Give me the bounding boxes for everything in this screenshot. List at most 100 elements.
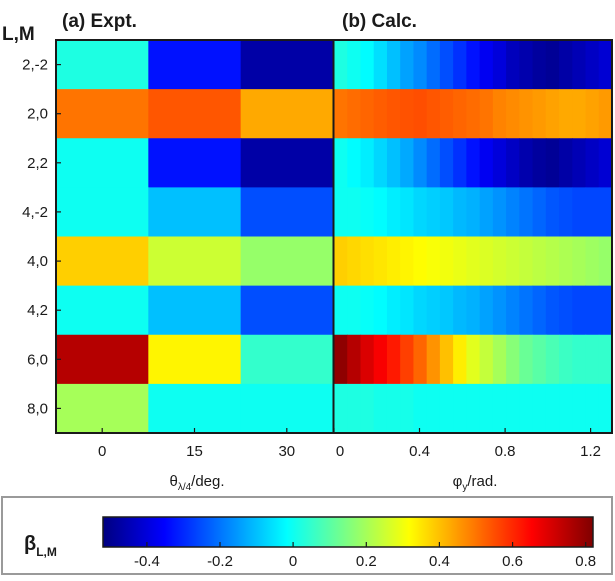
row-label: 6,0 bbox=[27, 351, 48, 368]
panel-b-cell bbox=[453, 236, 467, 287]
panel-b-cell bbox=[334, 383, 348, 434]
panel-b-cell bbox=[334, 187, 348, 238]
panel-b-cell bbox=[492, 334, 507, 385]
panel-a-cell bbox=[240, 138, 334, 188]
panel-b-cell bbox=[400, 236, 415, 287]
panel-b-cell bbox=[506, 40, 520, 90]
panel-b-cell bbox=[413, 236, 428, 287]
panel-b-cell bbox=[373, 40, 388, 90]
panel-b-cell bbox=[572, 383, 587, 434]
panel-a-cell bbox=[148, 334, 242, 385]
panel-b-cell bbox=[532, 334, 547, 385]
panel-b-cell bbox=[519, 334, 534, 385]
panel-b-cell bbox=[426, 187, 441, 238]
panel-b-cell bbox=[386, 89, 401, 139]
panel-b-cell bbox=[598, 285, 613, 336]
row-label: 2,-2 bbox=[22, 57, 48, 74]
colorbar-gradient bbox=[102, 516, 594, 548]
x-ticks: 0 15 30 0 0.4 0.8 1.2 bbox=[98, 428, 601, 460]
panel-b-cell bbox=[572, 236, 587, 287]
panel-b-cell bbox=[466, 383, 481, 434]
panel-b-cell bbox=[439, 285, 454, 336]
panel-b-cell bbox=[400, 334, 415, 385]
panel-a-cell bbox=[56, 383, 149, 434]
panel-b-cell bbox=[519, 285, 534, 336]
panel-b-cell bbox=[585, 383, 600, 434]
panel-b-cell bbox=[532, 40, 547, 90]
panel-b-cell bbox=[466, 334, 481, 385]
panel-b-xtick-label: 0.8 bbox=[495, 443, 516, 460]
panel-b-cell bbox=[439, 138, 454, 188]
panel-b-cell bbox=[559, 89, 573, 139]
panel-b-cell bbox=[360, 285, 375, 336]
panel-b-cell bbox=[492, 383, 507, 434]
panel-b-cell bbox=[413, 334, 428, 385]
panel-b-cell bbox=[439, 40, 454, 90]
panel-b-cell bbox=[598, 383, 613, 434]
panel-b-cell bbox=[506, 236, 520, 287]
panel-a-cell bbox=[56, 89, 149, 139]
panel-b-cell bbox=[532, 285, 547, 336]
panel-b-cell bbox=[453, 334, 467, 385]
panel-a-cell bbox=[56, 236, 149, 287]
panel-b-cell bbox=[585, 89, 600, 139]
panel-b-cell bbox=[559, 138, 573, 188]
panel-b-cell bbox=[373, 187, 388, 238]
panel-b-cell bbox=[426, 40, 441, 90]
panel-b-cell bbox=[400, 285, 415, 336]
panel-b-cell bbox=[559, 334, 573, 385]
panel-b-cell bbox=[598, 40, 613, 90]
panel-a-cell bbox=[240, 285, 334, 336]
row-header: L,M bbox=[2, 24, 35, 45]
panel-a-xtick-label: 0 bbox=[98, 443, 106, 460]
panel-b-cell bbox=[373, 138, 388, 188]
panel-b-cell bbox=[413, 40, 428, 90]
panel-b-cell bbox=[492, 40, 507, 90]
panel-b-cell bbox=[492, 89, 507, 139]
row-label: 8,0 bbox=[27, 400, 48, 417]
panel-b-cell bbox=[545, 138, 560, 188]
panel-a-cell bbox=[148, 40, 242, 90]
colorbar-tick-label: 0.6 bbox=[502, 553, 523, 570]
panel-b-xtick-label: 1.2 bbox=[580, 443, 601, 460]
panel-b-cell bbox=[373, 334, 388, 385]
panel-a-cell bbox=[148, 285, 242, 336]
panel-b-cell bbox=[479, 334, 494, 385]
panel-b-cell bbox=[519, 187, 534, 238]
panel-b-cell bbox=[519, 236, 534, 287]
panel-a-cell bbox=[240, 334, 334, 385]
panel-b-cell bbox=[347, 236, 362, 287]
row-label: 4,0 bbox=[27, 253, 48, 270]
panel-b-cell bbox=[400, 187, 415, 238]
panel-a-xtick-label: 30 bbox=[278, 443, 295, 460]
panel-b-cell bbox=[532, 187, 547, 238]
panel-a-heatmap bbox=[56, 40, 334, 434]
panel-b-cell bbox=[572, 138, 587, 188]
panel-b-cell bbox=[347, 383, 362, 434]
panel-a-cell bbox=[148, 89, 242, 139]
panel-a-cell bbox=[56, 138, 149, 188]
panel-b-heatmap bbox=[334, 40, 613, 434]
panel-b-cell bbox=[386, 236, 401, 287]
panel-a-cell bbox=[240, 89, 334, 139]
panel-b-cell bbox=[598, 89, 613, 139]
panel-b-cell bbox=[466, 236, 481, 287]
panel-b-cell bbox=[360, 334, 375, 385]
panel-b-cell bbox=[453, 285, 467, 336]
panel-a-title: (a) Expt. bbox=[62, 11, 137, 32]
panel-b-cell bbox=[347, 187, 362, 238]
panel-b-cell bbox=[532, 383, 547, 434]
panel-b-cell bbox=[519, 89, 534, 139]
panel-b-cell bbox=[360, 383, 375, 434]
panel-a-cell bbox=[56, 285, 149, 336]
panel-b-cell bbox=[572, 334, 587, 385]
panel-b-cell bbox=[360, 187, 375, 238]
panel-a-cell bbox=[240, 187, 334, 238]
panel-b-cell bbox=[347, 40, 362, 90]
panel-b-cell bbox=[559, 285, 573, 336]
panel-b-cell bbox=[453, 40, 467, 90]
row-label: 2,0 bbox=[27, 106, 48, 123]
panel-b-cell bbox=[360, 40, 375, 90]
panel-b-cell bbox=[386, 285, 401, 336]
